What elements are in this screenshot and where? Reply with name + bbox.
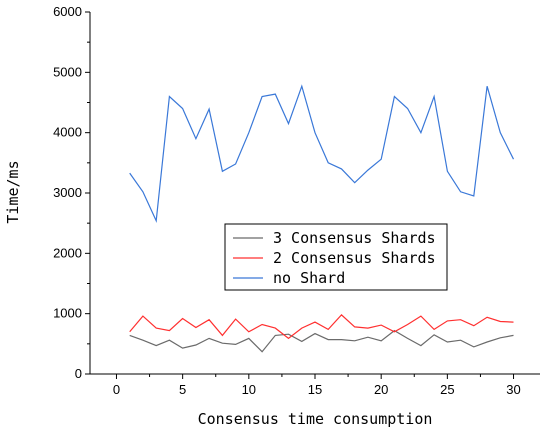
axes bbox=[89, 12, 540, 375]
legend-label: no Shard bbox=[273, 269, 345, 287]
x-tick-label: 25 bbox=[440, 382, 454, 397]
y-tick-label: 4000 bbox=[53, 125, 82, 140]
y-axis-title: Time/ms bbox=[4, 160, 22, 223]
x-tick-label: 20 bbox=[374, 382, 388, 397]
x-tick-label: 10 bbox=[242, 382, 256, 397]
y-tick-label: 0 bbox=[75, 366, 82, 381]
series-line-2 bbox=[129, 314, 514, 340]
legend: 3 Consensus Shards 2 Consensus Shards no S… bbox=[224, 223, 448, 291]
x-tick-label: 5 bbox=[179, 382, 186, 397]
x-tick-label: 0 bbox=[113, 382, 120, 397]
y-tick-label: 3000 bbox=[53, 185, 82, 200]
x-tick-label: 15 bbox=[308, 382, 322, 397]
legend-label: 2 Consensus Shards bbox=[273, 249, 436, 267]
series-line-1 bbox=[129, 329, 514, 353]
y-tick-label: 2000 bbox=[53, 245, 82, 260]
ticks: 0 1000 2000 3000 4000 5000 6000 0 5 10 15 20 25 30 bbox=[53, 4, 521, 397]
series-layer bbox=[129, 84, 515, 353]
x-tick-label: 30 bbox=[506, 382, 520, 397]
legend-label: 3 Consensus Shards bbox=[273, 229, 436, 247]
y-tick-label: 6000 bbox=[53, 4, 82, 19]
legend-box bbox=[224, 223, 448, 291]
x-axis-title: Consensus time consumption bbox=[198, 410, 433, 428]
series-line-3 bbox=[129, 84, 515, 224]
y-tick-label: 5000 bbox=[53, 64, 82, 79]
y-tick-label: 1000 bbox=[53, 306, 82, 321]
